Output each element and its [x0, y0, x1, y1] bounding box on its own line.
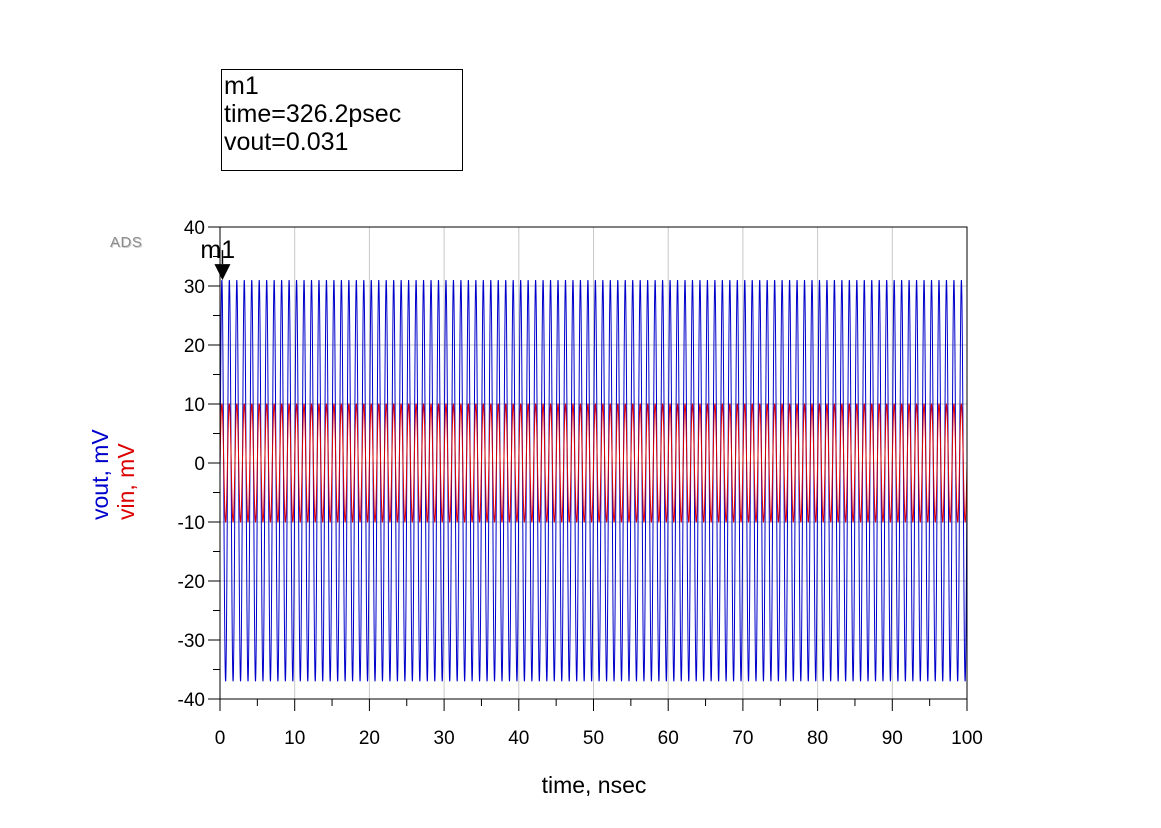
y-tick-label: 20 [184, 336, 205, 357]
ads-logo: ADS [110, 234, 143, 251]
x-tick-label: 10 [284, 728, 305, 749]
x-tick-label: 80 [807, 728, 828, 749]
axis-ticks: 0 10 20 30 40 50 60 70 80 90 100403020100-10-20-30… [178, 218, 983, 749]
y-tick-label: 30 [184, 277, 205, 298]
series-layer [220, 279, 967, 682]
marker-readout-value: vout=0.031 [224, 128, 349, 156]
x-tick-label: 90 [882, 728, 903, 749]
y-tick-label: -20 [178, 572, 205, 593]
y-axis-label-vout: vout, mV [87, 429, 113, 520]
marker-m1[interactable]: m1 [200, 236, 235, 281]
x-tick-label: 40 [508, 728, 529, 749]
y-tick-label: 40 [184, 218, 205, 239]
y-axis-label-vin: vin, mV [113, 443, 139, 520]
y-tick-label: 0 [194, 454, 205, 475]
x-tick-label: 50 [583, 728, 604, 749]
series-line-vin [220, 403, 967, 523]
x-tick-label: 100 [951, 728, 983, 749]
y-tick-label: -40 [178, 690, 205, 711]
x-tick-label: 60 [658, 728, 679, 749]
x-tick-label: 20 [359, 728, 380, 749]
y-tick-label: -30 [178, 631, 205, 652]
y-tick-label: 10 [184, 395, 205, 416]
marker-readout-time: time=326.2psec [224, 100, 402, 128]
x-tick-label: 70 [732, 728, 753, 749]
marker-triangle[interactable] [214, 264, 231, 281]
x-axis-label: time, nsec [541, 772, 647, 798]
x-tick-label: 30 [434, 728, 455, 749]
marker-readout-name: m1 [224, 72, 259, 100]
y-tick-label: -10 [178, 513, 205, 534]
marker-label: m1 [200, 236, 235, 264]
marker-readout-box[interactable]: m1 time=326.2psec vout=0.031 [221, 69, 463, 171]
x-tick-label: 0 [215, 728, 226, 749]
